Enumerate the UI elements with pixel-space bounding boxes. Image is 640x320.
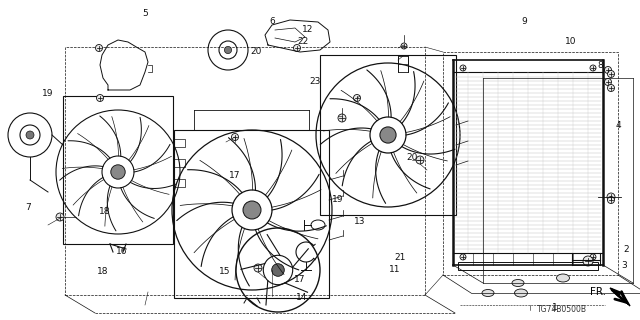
Circle shape (97, 94, 104, 101)
Circle shape (254, 264, 262, 272)
Bar (63, 96, 173, 244)
Text: 18: 18 (99, 207, 111, 217)
Text: 3: 3 (621, 260, 627, 269)
Circle shape (607, 70, 614, 77)
Bar (458, 262, 598, 270)
Ellipse shape (482, 290, 494, 297)
Text: 20: 20 (406, 154, 418, 163)
Bar (173, 179, 185, 187)
Ellipse shape (512, 279, 524, 286)
Bar (443, 52, 618, 275)
Bar (65, 47, 425, 295)
Text: 5: 5 (142, 9, 148, 18)
Text: FR.: FR. (590, 287, 606, 297)
Circle shape (380, 127, 396, 143)
Text: 22: 22 (298, 37, 308, 46)
Circle shape (401, 43, 407, 49)
Circle shape (95, 44, 102, 52)
Bar (174, 130, 329, 298)
Circle shape (225, 46, 232, 53)
Polygon shape (610, 288, 630, 306)
Circle shape (353, 94, 360, 101)
Circle shape (460, 254, 466, 260)
Text: 13: 13 (355, 218, 365, 227)
Text: 23: 23 (309, 77, 321, 86)
Circle shape (607, 84, 614, 92)
Circle shape (590, 254, 596, 260)
Bar (398, 56, 408, 72)
Text: 18: 18 (97, 268, 109, 276)
Circle shape (294, 44, 301, 52)
Text: 17: 17 (294, 276, 306, 284)
Text: 4: 4 (615, 121, 621, 130)
Circle shape (338, 114, 346, 122)
Circle shape (416, 156, 424, 164)
Bar (173, 139, 185, 147)
Circle shape (243, 201, 261, 219)
Text: 20: 20 (250, 47, 262, 57)
Ellipse shape (515, 289, 527, 297)
Text: 12: 12 (302, 26, 314, 35)
Text: 2: 2 (623, 245, 629, 254)
Text: 21: 21 (394, 253, 406, 262)
Text: 16: 16 (116, 247, 128, 257)
Text: 6: 6 (269, 18, 275, 27)
Text: 8: 8 (597, 60, 603, 69)
Circle shape (460, 65, 466, 71)
Text: 10: 10 (565, 37, 577, 46)
Circle shape (56, 213, 64, 221)
Text: 11: 11 (389, 266, 401, 275)
Circle shape (111, 165, 125, 179)
Circle shape (605, 67, 611, 74)
Text: 9: 9 (521, 18, 527, 27)
Text: 14: 14 (296, 293, 308, 302)
Ellipse shape (557, 274, 570, 282)
Circle shape (272, 264, 284, 276)
Circle shape (26, 131, 34, 139)
Text: 17: 17 (229, 171, 241, 180)
Circle shape (607, 196, 614, 204)
Text: 1: 1 (552, 302, 558, 311)
Circle shape (590, 65, 596, 71)
Bar (320, 55, 456, 215)
Text: 7: 7 (25, 203, 31, 212)
Text: TG74B0500B: TG74B0500B (537, 306, 587, 315)
Text: 19: 19 (42, 89, 54, 98)
Circle shape (232, 133, 239, 140)
Text: 19: 19 (332, 196, 344, 204)
Bar (173, 159, 185, 167)
Circle shape (607, 193, 615, 201)
Circle shape (583, 256, 593, 266)
Text: 15: 15 (220, 268, 231, 276)
Circle shape (605, 78, 611, 85)
